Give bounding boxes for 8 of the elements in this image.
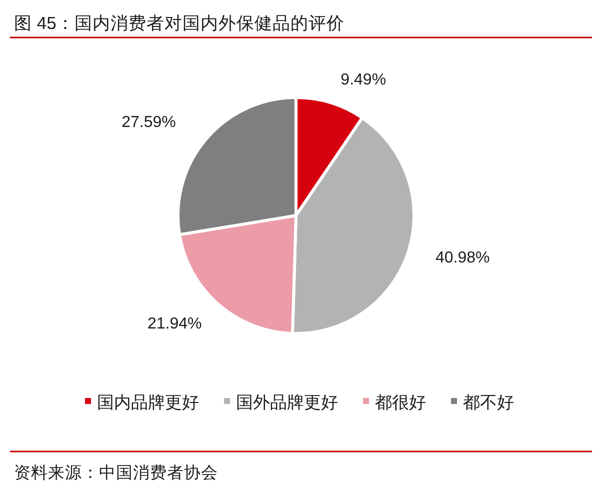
title: 图 45：国内消费者对国内外保健品的评价: [14, 13, 344, 33]
data-label: 27.59%: [122, 114, 176, 131]
data-label: 21.94%: [148, 315, 202, 332]
legend-label: 都很好: [375, 393, 426, 412]
data-label: 40.98%: [435, 250, 490, 267]
legend-label: 都不好: [463, 393, 514, 412]
annotations: 资料来源：中国消费者协会: [14, 464, 218, 482]
data-label: 9.49%: [340, 71, 386, 88]
